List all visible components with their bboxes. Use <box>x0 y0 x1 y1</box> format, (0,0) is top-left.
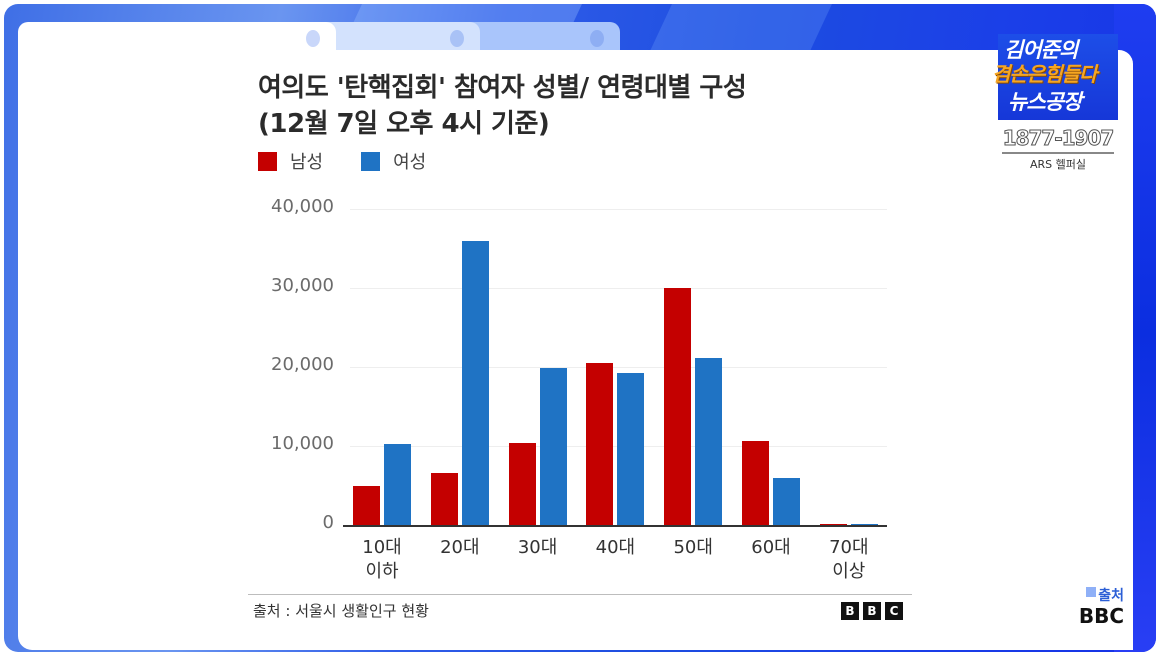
x-tick-label-line: 50대 <box>673 537 713 558</box>
x-tick-label-line: 30대 <box>517 537 558 558</box>
footer-divider <box>248 594 912 595</box>
source-note: 출처 : 서울시 생활인구 현황 <box>253 602 429 620</box>
x-tick-label-line: 60대 <box>751 537 791 558</box>
brand-divider <box>1002 152 1114 154</box>
bbc-logo-letter: B <box>841 602 859 620</box>
x-tick-label-line: 이상 <box>832 561 866 582</box>
x-axis-line <box>343 525 887 527</box>
gridline <box>350 209 887 210</box>
legend-item-female: 여성 <box>361 148 426 174</box>
legend-label: 남성 <box>290 152 324 173</box>
bbc-logo: B B C <box>841 602 907 620</box>
credit-tag: 출처 <box>1074 585 1124 605</box>
bbc-logo-letter: C <box>885 602 903 620</box>
bar-male <box>430 472 458 525</box>
show-logo-line2: 겸손은힘들다 <box>992 62 1097 86</box>
bar-female <box>773 478 800 525</box>
legend-swatch-male <box>258 151 277 171</box>
bar-male <box>586 363 614 525</box>
bar-female <box>539 367 567 525</box>
credit-source: BBC <box>1078 604 1124 628</box>
x-tick-label: 40대 <box>580 536 650 560</box>
bar-male <box>742 441 769 525</box>
ars-label: ARS 헬퍼실 <box>1029 158 1086 171</box>
x-tick-label: 30대 <box>503 536 573 560</box>
content-panel <box>18 50 1133 650</box>
bbc-logo-letter: B <box>863 602 881 620</box>
legend-label: 여성 <box>393 152 427 173</box>
bar-female <box>850 524 878 525</box>
source-credit: 출처 BBC <box>1074 585 1124 627</box>
x-tick-label: 20대 <box>425 536 495 560</box>
ars-phone-number: 1877-1907 <box>1002 126 1115 151</box>
x-tick-label-line: 이하 <box>365 561 399 582</box>
bar-male <box>508 442 536 525</box>
x-tick-label-line: 70대 <box>829 537 869 558</box>
credit-label: 출처 <box>1098 588 1124 604</box>
y-tick-label: 20,000 <box>271 354 334 375</box>
legend-item-male: 남성 <box>258 148 323 174</box>
gridline <box>350 288 887 289</box>
y-tick-label: 40,000 <box>271 196 334 217</box>
chart-title-line2: (12월 7일 오후 4시 기준) <box>258 109 550 139</box>
x-tick-label: 50대 <box>658 536 728 560</box>
bar-male <box>353 486 380 525</box>
gridline <box>350 367 887 368</box>
x-tick-label-line: 40대 <box>595 537 636 558</box>
chart-legend: 남성 여성 <box>258 148 464 174</box>
show-brand-logo: 김어준의 겸손은힘들다 뉴스공장 1877-1907 ARS 헬퍼실 <box>992 34 1118 172</box>
bar-male <box>819 524 847 525</box>
chart-title-line1: 여의도 '탄핵집회' 참여자 성별/ 연령대별 구성 <box>258 73 747 103</box>
y-tick-label: 0 <box>322 512 334 533</box>
show-logo-line3: 뉴스공장 <box>1008 90 1082 114</box>
bar-male <box>664 288 692 525</box>
y-tick-label: 10,000 <box>271 433 334 454</box>
bar-female <box>384 444 411 525</box>
x-tick-label-line: 20대 <box>440 537 480 558</box>
x-tick-label-line: 10대 <box>362 537 402 558</box>
bar-female <box>461 241 489 525</box>
x-tick-label: 60대 <box>736 536 806 560</box>
y-tick-label: 30,000 <box>271 275 334 296</box>
chart-title: 여의도 '탄핵집회' 참여자 성별/ 연령대별 구성 (12월 7일 오후 4시… <box>258 70 747 142</box>
show-logo-box: 김어준의 겸손은힘들다 뉴스공장 <box>992 34 1118 120</box>
bar-female <box>617 373 645 525</box>
bar-female <box>695 357 723 525</box>
show-logo-line1: 김어준의 <box>1004 38 1078 62</box>
credit-square-icon <box>1086 587 1097 597</box>
legend-swatch-female <box>361 151 381 171</box>
